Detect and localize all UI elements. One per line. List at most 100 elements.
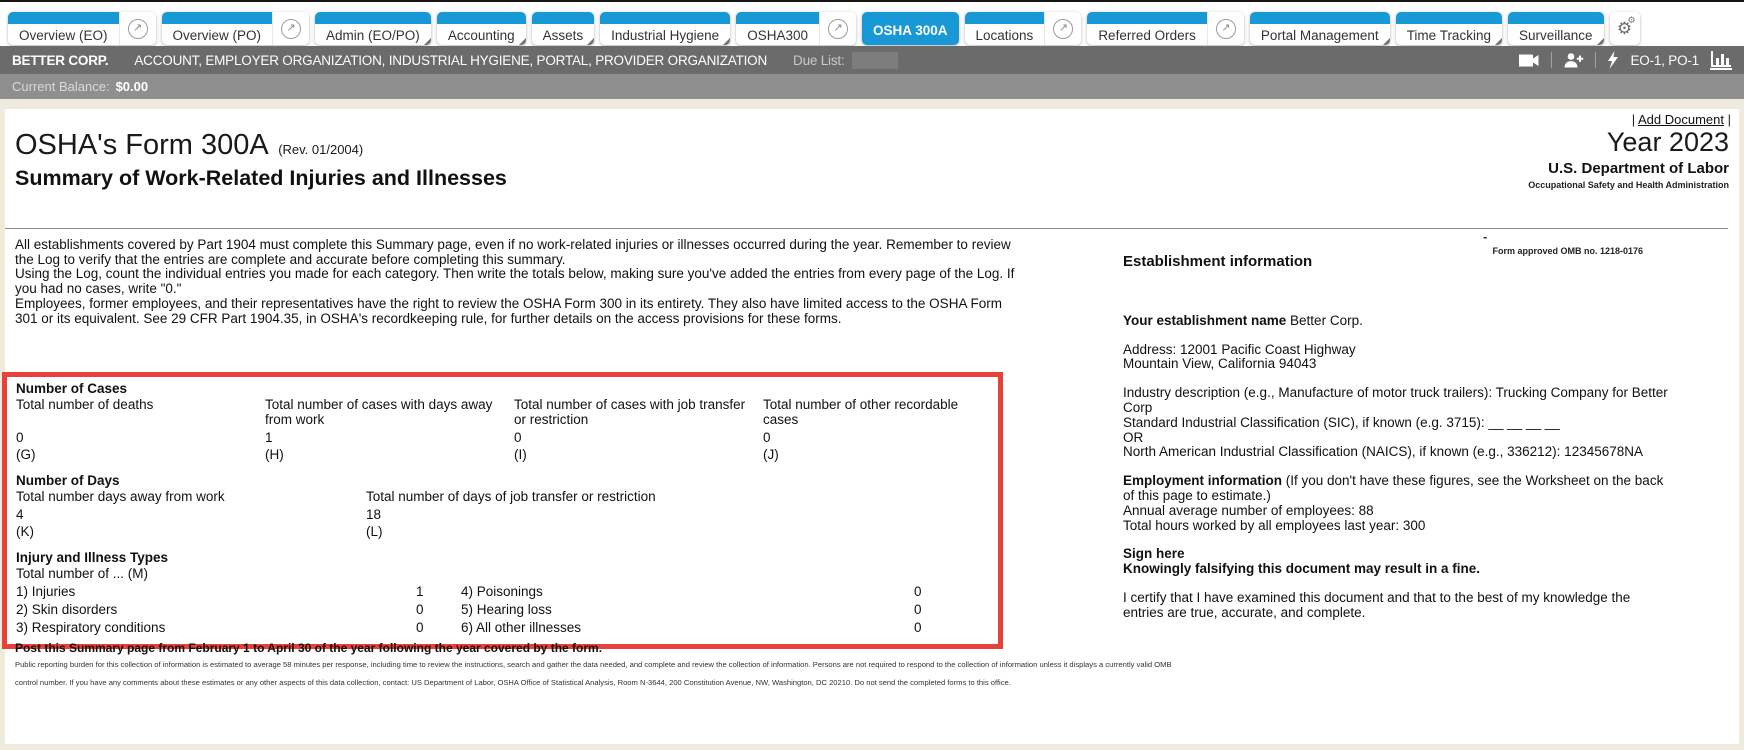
tab-label: OSHA 300A bbox=[872, 23, 948, 38]
number-of-days-heading: Number of Days bbox=[16, 473, 120, 488]
annual-employees: Annual average number of employees: 88 bbox=[1123, 502, 1374, 518]
company-name: BETTER CORP. bbox=[12, 52, 109, 68]
injury-row-1: 1) Injuries 1 4) Poisonings 0 bbox=[16, 583, 998, 601]
tab-time-tracking[interactable]: Time Tracking bbox=[1395, 12, 1502, 45]
establishment-panel: Establishment information Your establish… bbox=[1123, 253, 1668, 635]
fine-print-line-1: Public reporting burden for this collect… bbox=[15, 660, 1172, 669]
injury-types-subheading: Total number of ... (M) bbox=[16, 566, 149, 581]
osha-administration: Occupational Safety and Health Administr… bbox=[1528, 180, 1729, 190]
tab-surveillance[interactable]: Surveillance bbox=[1507, 12, 1604, 45]
days-col-transfer: Total number of days of job transfer or … bbox=[366, 489, 998, 540]
balance-value: $0.00 bbox=[115, 79, 149, 94]
tab-label: Time Tracking bbox=[1406, 28, 1491, 43]
gear-icon: ⚙ bbox=[1616, 19, 1633, 38]
tab-overview-po[interactable]: Overview (PO) ↗ bbox=[161, 12, 310, 45]
cases-value-h: 1 bbox=[265, 430, 273, 445]
tab-locations[interactable]: Locations ↗ bbox=[964, 12, 1082, 45]
tab-settings-gear-button[interactable]: ⚙ ⚙ bbox=[1609, 12, 1640, 45]
tab-label: Locations bbox=[975, 28, 1034, 43]
form-subtitle: Summary of Work-Related Injuries and Ill… bbox=[15, 166, 507, 190]
open-external-icon[interactable]: ↗ bbox=[118, 12, 156, 45]
form-revision: (Rev. 01/2004) bbox=[278, 142, 364, 157]
tab-industrial-hygiene[interactable]: Industrial Hygiene bbox=[600, 12, 731, 45]
number-of-cases-heading: Number of Cases bbox=[16, 381, 128, 396]
bar-chart-icon[interactable] bbox=[1710, 50, 1732, 70]
balance-label: Current Balance: bbox=[12, 79, 110, 94]
module-list: ACCOUNT, EMPLOYER ORGANIZATION, INDUSTRI… bbox=[134, 52, 768, 68]
form-title-row: OSHA's Form 300A (Rev. 01/2004) bbox=[15, 129, 363, 162]
open-external-icon[interactable]: ↗ bbox=[1206, 12, 1244, 45]
osha-form-card: | Add Document | OSHA's Form 300A (Rev. … bbox=[2, 109, 1739, 744]
cases-value-i: 0 bbox=[514, 430, 522, 445]
cases-col-deaths: Total number of deaths 0 (G) bbox=[16, 397, 265, 463]
tab-assets[interactable]: Assets bbox=[531, 12, 595, 45]
app-bar-actions: EO-1, PO-1 bbox=[1518, 50, 1732, 70]
cases-value-g: 0 bbox=[16, 430, 24, 445]
form-title: OSHA's Form 300A bbox=[15, 129, 269, 161]
injury-row-2: 2) Skin disorders 0 5) Hearing loss 0 bbox=[16, 601, 998, 619]
tab-label: Admin (EO/PO) bbox=[326, 28, 420, 43]
header-divider bbox=[5, 228, 1728, 229]
open-external-icon[interactable]: ↗ bbox=[818, 12, 856, 45]
add-user-icon[interactable] bbox=[1563, 52, 1584, 68]
injuries-value: 1 bbox=[416, 583, 424, 599]
total-hours: Total hours worked by all employees last… bbox=[1123, 517, 1426, 533]
days-col-away: Total number days away from work 4 (K) bbox=[16, 489, 366, 540]
balance-bar: Current Balance: $0.00 bbox=[0, 74, 1744, 99]
tab-portal-management[interactable]: Portal Management bbox=[1249, 12, 1390, 45]
tab-label: Overview (EO) bbox=[19, 28, 108, 43]
cases-col-days-away: Total number of cases with days away fro… bbox=[265, 397, 514, 463]
form-year: Year 2023 bbox=[1606, 127, 1729, 157]
video-camera-icon[interactable] bbox=[1518, 53, 1540, 68]
tab-overview-eo[interactable]: Overview (EO) ↗ bbox=[8, 12, 156, 45]
employment-information: Employment information (If you don't hav… bbox=[1123, 473, 1668, 533]
open-external-icon[interactable]: ↗ bbox=[272, 12, 310, 45]
tab-accounting[interactable]: Accounting bbox=[436, 12, 526, 45]
tab-admin-eo-po[interactable]: Admin (EO/PO) bbox=[315, 12, 431, 45]
open-external-icon[interactable]: ↗ bbox=[1044, 12, 1082, 45]
number-of-cases-grid: Total number of deaths 0 (G) Total numbe… bbox=[16, 397, 998, 463]
tab-osha300[interactable]: OSHA300 ↗ bbox=[736, 12, 856, 45]
cases-col-other: Total number of other recordable cases 0… bbox=[763, 397, 998, 463]
post-notice: Post this Summary page from February 1 t… bbox=[15, 641, 603, 655]
tab-osha-300a[interactable]: OSHA 300A bbox=[861, 12, 959, 45]
hearing-loss-value: 0 bbox=[914, 601, 922, 617]
tab-label: Accounting bbox=[447, 28, 515, 43]
tab-bar: Overview (EO) ↗ Overview (PO) ↗ Admin (E… bbox=[0, 0, 1744, 46]
add-document-link[interactable]: Add Document bbox=[1637, 112, 1724, 127]
fine-print-line-2: control number. If you have any comments… bbox=[15, 678, 1011, 687]
summary-highlight-box: Number of Cases Total number of deaths 0… bbox=[2, 372, 1003, 649]
intro-text: All establishments covered by Part 1904 … bbox=[15, 237, 1017, 326]
lightning-icon[interactable] bbox=[1607, 51, 1619, 69]
tab-label: Surveillance bbox=[1518, 28, 1593, 43]
cases-value-j: 0 bbox=[763, 430, 771, 445]
days-value-k: 4 bbox=[16, 507, 24, 522]
tab-label: Portal Management bbox=[1260, 28, 1379, 43]
separator bbox=[1595, 52, 1597, 68]
intro-paragraph-2: Using the Log, count the individual entr… bbox=[15, 266, 1015, 297]
sign-here-block: Sign here Knowingly falsifying this docu… bbox=[1123, 546, 1481, 577]
collapse-dash: - bbox=[1483, 229, 1488, 244]
tab-referred-orders[interactable]: Referred Orders ↗ bbox=[1087, 12, 1244, 45]
establishment-industry: Industry description (e.g., Manufacture … bbox=[1123, 385, 1668, 460]
establishment-name: Your establishment name Better Corp. bbox=[1123, 312, 1363, 328]
other-illnesses-value: 0 bbox=[914, 619, 922, 635]
intro-paragraph-1: All establishments covered by Part 1904 … bbox=[15, 237, 1011, 267]
due-list-value-box bbox=[851, 51, 898, 69]
days-value-l: 18 bbox=[366, 507, 382, 522]
number-of-days-grid: Total number days away from work 4 (K) T… bbox=[16, 489, 998, 540]
app-bar: BETTER CORP. ACCOUNT, EMPLOYER ORGANIZAT… bbox=[0, 46, 1744, 74]
cases-col-transfer: Total number of cases with job transfer … bbox=[514, 397, 763, 463]
tab-label: Referred Orders bbox=[1098, 28, 1196, 43]
org-codes: EO-1, PO-1 bbox=[1630, 52, 1699, 68]
skin-disorders-value: 0 bbox=[416, 601, 424, 617]
tab-label: OSHA300 bbox=[747, 28, 808, 43]
department-of-labor: U.S. Department of Labor bbox=[1548, 160, 1729, 177]
due-list-label: Due List: bbox=[793, 52, 845, 68]
omb-approval: Form approved OMB no. 1218-0176 bbox=[1492, 246, 1643, 256]
tab-label: Industrial Hygiene bbox=[611, 28, 720, 43]
separator bbox=[1551, 52, 1553, 68]
injury-row-3: 3) Respiratory conditions 0 6) All other… bbox=[16, 619, 998, 637]
establishment-heading: Establishment information bbox=[1123, 253, 1313, 270]
intro-paragraph-3: Employees, former employees, and their r… bbox=[15, 295, 1002, 326]
